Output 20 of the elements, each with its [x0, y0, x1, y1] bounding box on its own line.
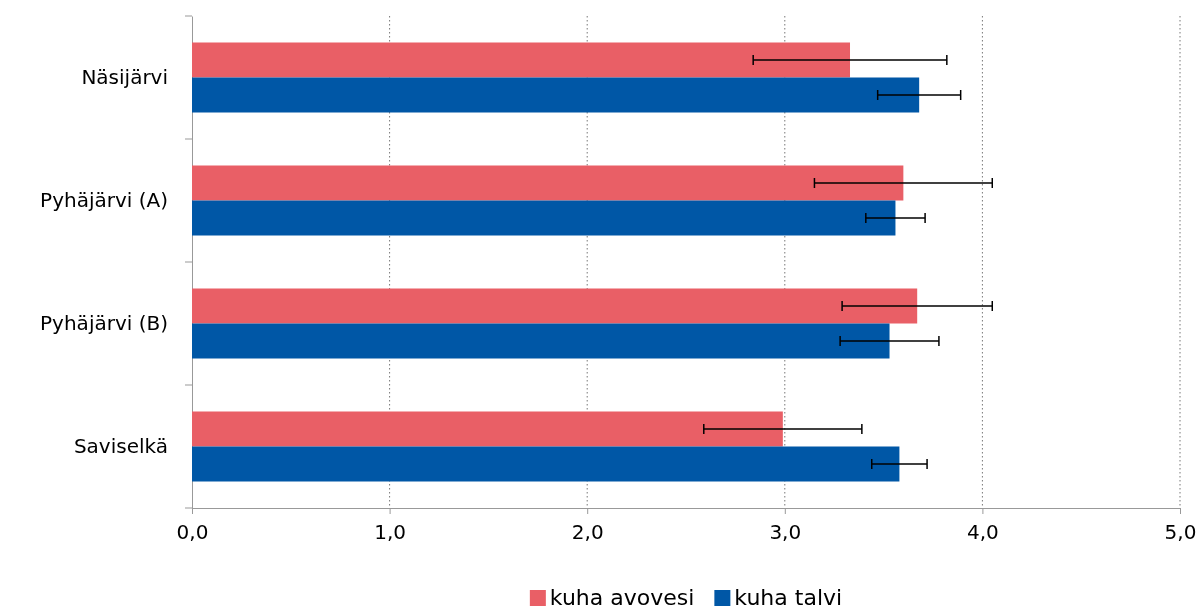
x-tick-label: 0,0 — [176, 520, 209, 544]
legend-label: kuha talvi — [734, 585, 843, 610]
bar — [192, 200, 896, 236]
y-tick-label: Saviselkä — [73, 433, 168, 458]
x-tick-label: 1,0 — [374, 520, 407, 544]
x-tick-label: 2,0 — [571, 520, 604, 544]
x-tick-label: 5,0 — [1164, 520, 1197, 544]
bar — [192, 42, 851, 78]
x-tick-label: 4,0 — [966, 520, 999, 544]
y-tick-label: Pyhäjärvi (B) — [40, 310, 168, 335]
y-tick-label: Pyhäjärvi (A) — [40, 187, 168, 212]
bar — [192, 288, 918, 324]
legend-label: kuha avovesi — [549, 585, 695, 610]
x-tick-label: 3,0 — [769, 520, 802, 544]
bar — [192, 77, 920, 113]
bar — [192, 411, 783, 447]
y-tick-label: Näsijärvi — [81, 64, 168, 89]
bar — [192, 323, 890, 359]
bar — [192, 165, 904, 201]
bar — [192, 446, 900, 482]
